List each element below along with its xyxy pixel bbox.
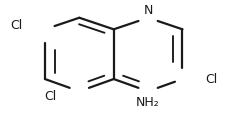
Text: Cl: Cl: [44, 90, 56, 103]
Text: N: N: [143, 4, 152, 17]
Text: Cl: Cl: [204, 73, 217, 85]
Text: NH₂: NH₂: [136, 96, 159, 109]
Text: Cl: Cl: [10, 19, 22, 32]
